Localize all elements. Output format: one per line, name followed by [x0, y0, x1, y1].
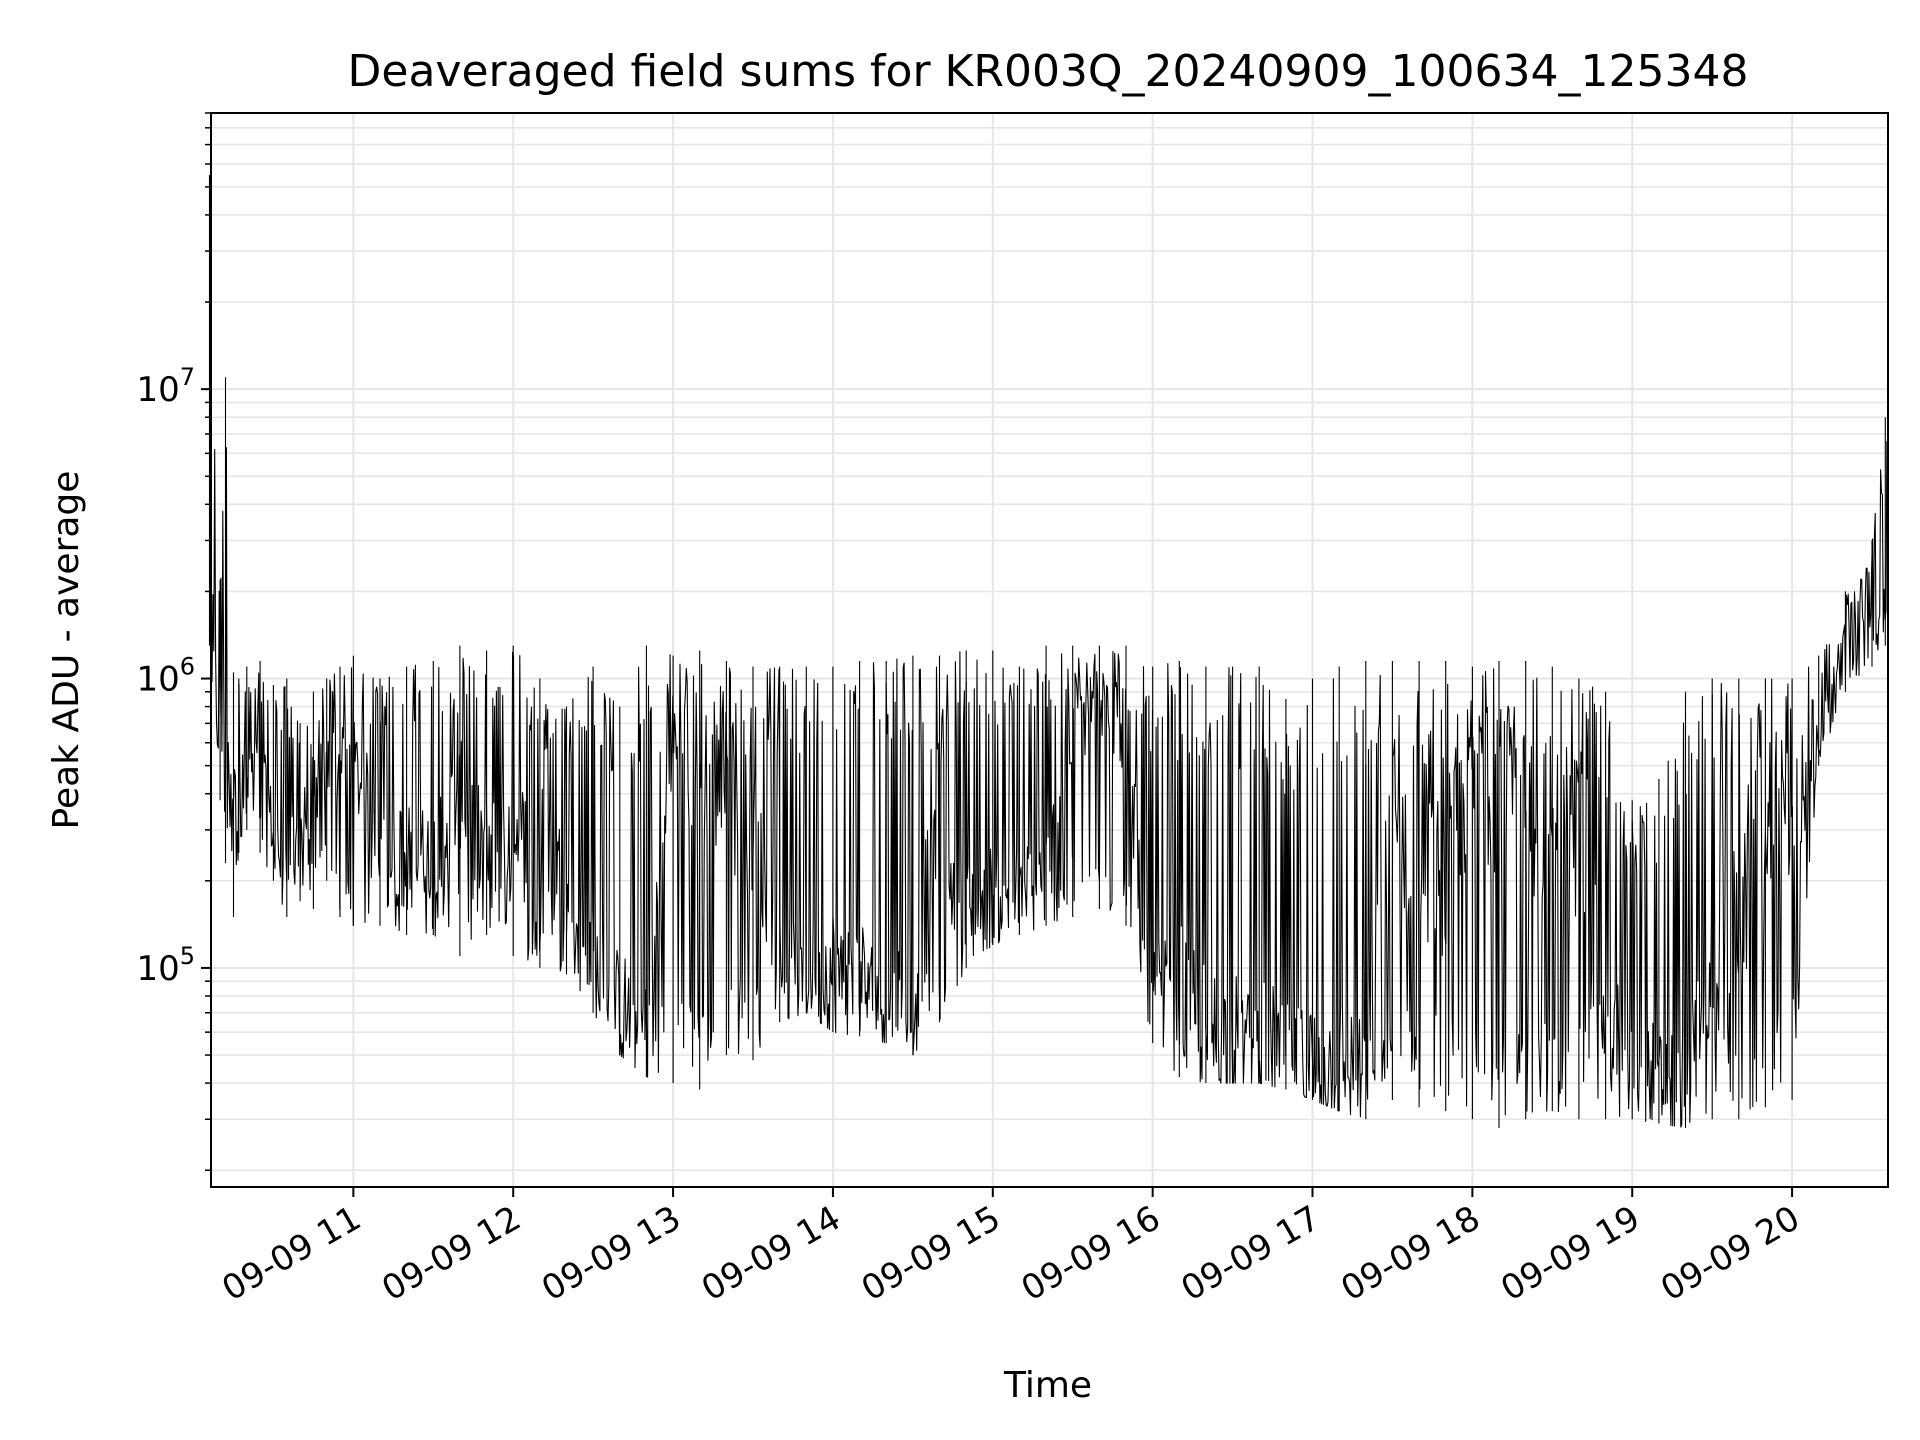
y-axis-label: Peak ADU - average [46, 471, 87, 830]
y-tick-label: 106 [136, 653, 195, 700]
y-tick-label: 105 [136, 942, 195, 989]
plot-frame [210, 112, 1889, 1188]
y-tick-label-base: 10 [136, 370, 179, 410]
y-tick-label-base: 10 [136, 949, 179, 989]
y-tick-label-exponent: 6 [180, 653, 195, 681]
y-tick-label-base: 10 [136, 660, 179, 700]
y-tick-label: 107 [136, 363, 195, 410]
data-series [208, 174, 1888, 1128]
series-line [211, 441, 1888, 1128]
y-tick-label-exponent: 5 [180, 942, 195, 970]
chart-title: Deaveraged field sums for KR003Q_2024090… [348, 46, 1749, 97]
y-tick-label-exponent: 7 [180, 363, 195, 391]
x-axis-label: Time [1003, 1365, 1092, 1406]
